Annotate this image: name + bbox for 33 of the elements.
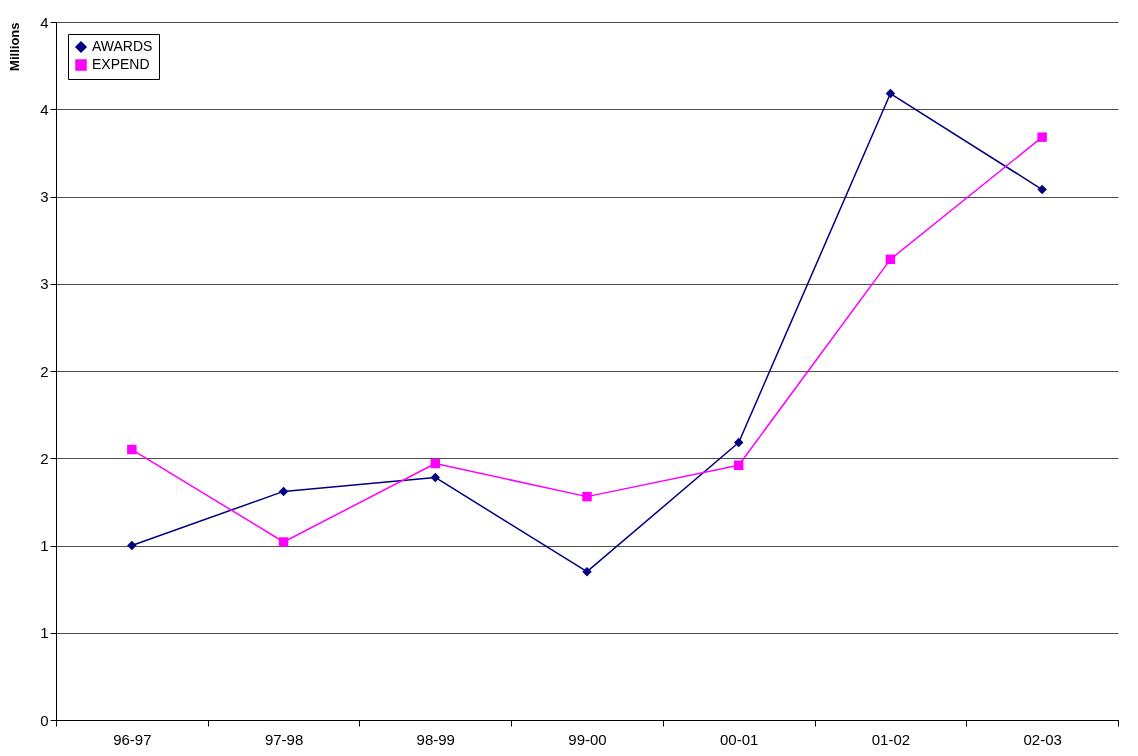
y-axis-title: Millions [7, 22, 23, 71]
x-tick-label: 97-98 [264, 730, 304, 748]
x-tick-label: 98-99 [416, 730, 455, 748]
x-tick-label: 01-02 [871, 730, 911, 748]
x-tick-label: 99-00 [568, 730, 607, 748]
x-tick-label: 02-03 [1023, 730, 1062, 748]
point [1037, 184, 1047, 195]
point [278, 537, 289, 547]
y-tick-label: 4 [40, 13, 49, 31]
y-tick-label: 1 [40, 537, 49, 554]
legend-label: AWARDS [92, 38, 153, 54]
y-tick-label: 3 [40, 188, 49, 205]
point [127, 444, 137, 455]
y-tick-label: 1 [40, 624, 49, 642]
x-tick-label: 96-97 [113, 730, 152, 748]
point [430, 458, 441, 469]
point [127, 540, 137, 551]
point [430, 472, 441, 483]
y-tick-label: 4 [40, 100, 49, 118]
x-tick-label: 00-01 [720, 730, 759, 748]
point [885, 254, 896, 265]
y-tick-label: 2 [40, 449, 49, 467]
point [278, 486, 289, 497]
point [733, 437, 744, 448]
y-tick-label: 3 [40, 275, 49, 293]
legend-label: EXPEND [92, 56, 150, 72]
point [733, 460, 744, 470]
point [582, 566, 592, 577]
y-tick-label: 2 [40, 362, 49, 380]
point [1037, 132, 1047, 142]
point [582, 491, 592, 502]
point [885, 88, 896, 99]
y-tick-label: 0 [40, 711, 49, 729]
